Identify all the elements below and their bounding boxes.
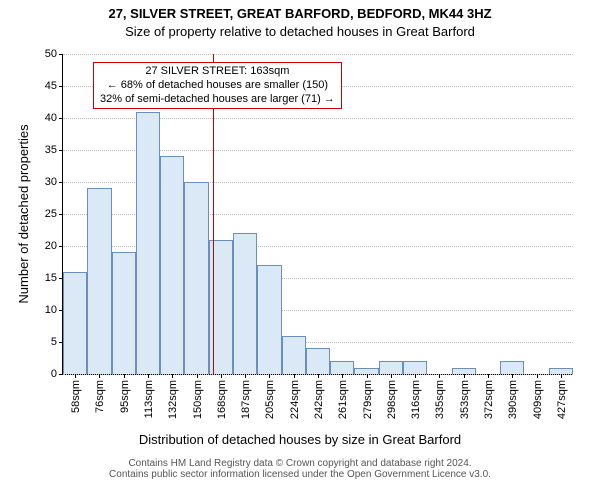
xtick-mark bbox=[318, 374, 319, 378]
xtick-label: 76sqm bbox=[92, 380, 106, 413]
xtick-mark bbox=[342, 374, 343, 378]
xtick-mark bbox=[221, 374, 222, 378]
histogram-bar bbox=[136, 112, 160, 374]
xtick-label: 390sqm bbox=[505, 380, 519, 419]
histogram-bar bbox=[160, 156, 184, 374]
ytick-label: 20 bbox=[45, 240, 63, 252]
footer-attribution: Contains HM Land Registry data © Crown c… bbox=[0, 458, 600, 480]
xtick-label: 113sqm bbox=[141, 380, 155, 418]
histogram-bar bbox=[330, 361, 354, 374]
xtick-label: 427sqm bbox=[554, 380, 568, 419]
ytick-label: 30 bbox=[45, 176, 63, 188]
xtick-label: 205sqm bbox=[262, 380, 276, 419]
chart-title: 27, SILVER STREET, GREAT BARFORD, BEDFOR… bbox=[0, 6, 600, 21]
annotation-box: 27 SILVER STREET: 163sqm← 68% of detache… bbox=[93, 62, 342, 109]
ytick-label: 0 bbox=[51, 368, 63, 380]
footer-line-2: Contains public sector information licen… bbox=[0, 469, 600, 480]
footer-line-1: Contains HM Land Registry data © Crown c… bbox=[0, 458, 600, 469]
x-axis-label: Distribution of detached houses by size … bbox=[0, 432, 600, 447]
xtick-mark bbox=[148, 374, 149, 378]
xtick-label: 224sqm bbox=[287, 380, 301, 419]
histogram-bar bbox=[87, 188, 111, 374]
xtick-label: 242sqm bbox=[311, 380, 325, 419]
histogram-bar bbox=[184, 182, 208, 374]
ytick-label: 45 bbox=[45, 80, 63, 92]
histogram-bar bbox=[257, 265, 281, 374]
histogram-bar bbox=[209, 240, 233, 374]
xtick-mark bbox=[367, 374, 368, 378]
annotation-line: ← 68% of detached houses are smaller (15… bbox=[100, 79, 335, 93]
ytick-label: 35 bbox=[45, 144, 63, 156]
xtick-mark bbox=[294, 374, 295, 378]
xtick-label: 132sqm bbox=[165, 380, 179, 419]
xtick-mark bbox=[488, 374, 489, 378]
xtick-mark bbox=[391, 374, 392, 378]
xtick-mark bbox=[439, 374, 440, 378]
annotation-line: 27 SILVER STREET: 163sqm bbox=[100, 65, 335, 79]
y-axis-label: Number of detached properties bbox=[16, 54, 31, 374]
xtick-label: 150sqm bbox=[190, 380, 204, 419]
xtick-label: 279sqm bbox=[360, 380, 374, 419]
xtick-label: 168sqm bbox=[214, 380, 228, 419]
xtick-mark bbox=[99, 374, 100, 378]
xtick-label: 187sqm bbox=[238, 380, 252, 419]
xtick-mark bbox=[269, 374, 270, 378]
ytick-label: 5 bbox=[51, 336, 63, 348]
histogram-bar bbox=[500, 361, 524, 374]
annotation-line: 32% of semi-detached houses are larger (… bbox=[100, 93, 335, 107]
xtick-label: 316sqm bbox=[408, 380, 422, 419]
xtick-mark bbox=[415, 374, 416, 378]
xtick-label: 298sqm bbox=[384, 380, 398, 419]
histogram-bar bbox=[403, 361, 427, 374]
xtick-mark bbox=[537, 374, 538, 378]
xtick-mark bbox=[75, 374, 76, 378]
gridline bbox=[63, 54, 573, 55]
xtick-mark bbox=[197, 374, 198, 378]
xtick-label: 372sqm bbox=[481, 380, 495, 419]
histogram-bar bbox=[282, 336, 306, 374]
xtick-mark bbox=[512, 374, 513, 378]
xtick-mark bbox=[172, 374, 173, 378]
ytick-label: 25 bbox=[45, 208, 63, 220]
xtick-mark bbox=[561, 374, 562, 378]
ytick-label: 40 bbox=[45, 112, 63, 124]
xtick-mark bbox=[124, 374, 125, 378]
xtick-label: 409sqm bbox=[530, 380, 544, 419]
histogram-bar bbox=[233, 233, 257, 374]
plot-area: 0510152025303540455058sqm76sqm95sqm113sq… bbox=[62, 54, 573, 375]
xtick-label: 58sqm bbox=[68, 380, 82, 413]
ytick-label: 10 bbox=[45, 304, 63, 316]
xtick-mark bbox=[245, 374, 246, 378]
xtick-label: 261sqm bbox=[335, 380, 349, 419]
xtick-label: 95sqm bbox=[117, 380, 131, 413]
ytick-label: 50 bbox=[45, 48, 63, 60]
xtick-label: 353sqm bbox=[457, 380, 471, 419]
histogram-bar bbox=[112, 252, 136, 374]
xtick-label: 335sqm bbox=[432, 380, 446, 419]
xtick-mark bbox=[464, 374, 465, 378]
histogram-bar bbox=[306, 348, 330, 374]
chart-subtitle: Size of property relative to detached ho… bbox=[0, 24, 600, 39]
ytick-label: 15 bbox=[45, 272, 63, 284]
histogram-bar bbox=[379, 361, 403, 374]
histogram-bar bbox=[63, 272, 87, 374]
